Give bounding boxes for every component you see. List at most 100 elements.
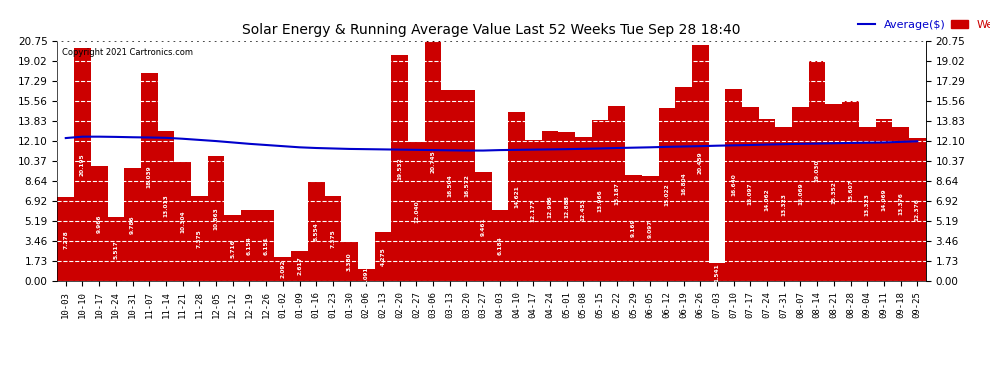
Text: 13.323: 13.323 [864, 193, 869, 216]
Text: 6.154: 6.154 [247, 236, 251, 255]
Bar [308, 182, 325, 281]
Text: 5.716: 5.716 [231, 239, 236, 258]
Bar [225, 215, 242, 281]
Text: 15.187: 15.187 [614, 182, 620, 205]
Bar [625, 175, 642, 281]
Text: 9.786: 9.786 [130, 215, 135, 234]
Text: 14.069: 14.069 [881, 189, 886, 211]
Text: 7.278: 7.278 [63, 230, 68, 249]
Text: 16.640: 16.640 [732, 174, 737, 196]
Bar [658, 108, 675, 281]
Bar [892, 126, 909, 281]
Bar [157, 131, 174, 281]
Bar [391, 56, 408, 281]
Bar [775, 127, 792, 281]
Text: 5.517: 5.517 [114, 240, 119, 259]
Text: 20.195: 20.195 [80, 153, 85, 176]
Text: 10.304: 10.304 [180, 210, 185, 233]
Text: 9.966: 9.966 [97, 214, 102, 233]
Bar [358, 268, 374, 281]
Bar [57, 197, 74, 281]
Bar [425, 41, 442, 281]
Bar [875, 118, 892, 281]
Text: 16.504: 16.504 [447, 174, 452, 197]
Bar [408, 142, 425, 281]
Bar [342, 242, 358, 281]
Text: Copyright 2021 Cartronics.com: Copyright 2021 Cartronics.com [61, 48, 193, 57]
Text: 7.375: 7.375 [331, 229, 336, 248]
Text: 7.375: 7.375 [197, 229, 202, 248]
Text: 1.091: 1.091 [363, 266, 369, 284]
Bar [709, 263, 726, 281]
Text: 12.177: 12.177 [531, 200, 536, 222]
Bar [492, 210, 508, 281]
Text: 20.745: 20.745 [431, 150, 436, 172]
Bar [525, 140, 542, 281]
Bar [141, 73, 157, 281]
Bar [174, 162, 191, 281]
Bar [325, 196, 342, 281]
Bar [442, 90, 458, 281]
Text: 12.453: 12.453 [581, 198, 586, 220]
Bar [374, 232, 391, 281]
Text: 13.966: 13.966 [598, 189, 603, 212]
Text: 1.541: 1.541 [715, 263, 720, 282]
Text: 16.572: 16.572 [464, 174, 469, 197]
Text: 2.617: 2.617 [297, 257, 302, 276]
Text: 20.459: 20.459 [698, 152, 703, 174]
Bar [758, 118, 775, 281]
Text: 4.275: 4.275 [380, 247, 385, 266]
Text: 15.607: 15.607 [848, 180, 853, 203]
Bar [609, 106, 625, 281]
Text: 2.092: 2.092 [280, 260, 285, 278]
Text: 16.804: 16.804 [681, 173, 686, 195]
Text: 19.030: 19.030 [815, 160, 820, 183]
Text: 12.986: 12.986 [547, 195, 552, 217]
Bar [842, 101, 859, 281]
Bar [291, 251, 308, 281]
Bar [809, 61, 826, 281]
Title: Solar Energy & Running Average Value Last 52 Weeks Tue Sep 28 18:40: Solar Energy & Running Average Value Las… [243, 23, 741, 37]
Bar [692, 45, 709, 281]
Bar [208, 156, 225, 281]
Text: 15.352: 15.352 [832, 181, 837, 204]
Text: 8.554: 8.554 [314, 222, 319, 241]
Text: 12.376: 12.376 [915, 198, 920, 221]
Bar [909, 138, 926, 281]
Text: 6.151: 6.151 [263, 236, 268, 255]
Bar [108, 217, 124, 281]
Bar [274, 257, 291, 281]
Bar [792, 107, 809, 281]
Text: 13.376: 13.376 [898, 192, 903, 215]
Text: 10.863: 10.863 [214, 207, 219, 230]
Text: 15.022: 15.022 [664, 183, 669, 206]
Bar [742, 106, 758, 281]
Bar [726, 89, 742, 281]
Text: 9.097: 9.097 [647, 219, 652, 238]
Bar [242, 210, 257, 281]
Bar [542, 131, 558, 281]
Text: 13.013: 13.013 [163, 195, 168, 217]
Bar [859, 127, 875, 281]
Text: 15.069: 15.069 [798, 183, 803, 206]
Text: 19.532: 19.532 [397, 157, 402, 180]
Bar [675, 87, 692, 281]
Text: 6.184: 6.184 [497, 236, 502, 255]
Bar [558, 132, 575, 281]
Bar [257, 210, 274, 281]
Text: 15.097: 15.097 [747, 183, 752, 205]
Text: 12.888: 12.888 [564, 195, 569, 218]
Bar [475, 172, 492, 281]
Text: 9.169: 9.169 [631, 219, 636, 237]
Bar [826, 104, 842, 281]
Text: 18.039: 18.039 [147, 166, 151, 188]
Bar [508, 112, 525, 281]
Bar [575, 137, 592, 281]
Text: 14.062: 14.062 [764, 189, 769, 211]
Bar [91, 166, 108, 281]
Text: 12.040: 12.040 [414, 200, 419, 223]
Bar [458, 90, 475, 281]
Bar [191, 196, 208, 281]
Text: 3.380: 3.380 [347, 252, 352, 271]
Legend: Average($), Weekly($): Average($), Weekly($) [853, 16, 990, 34]
